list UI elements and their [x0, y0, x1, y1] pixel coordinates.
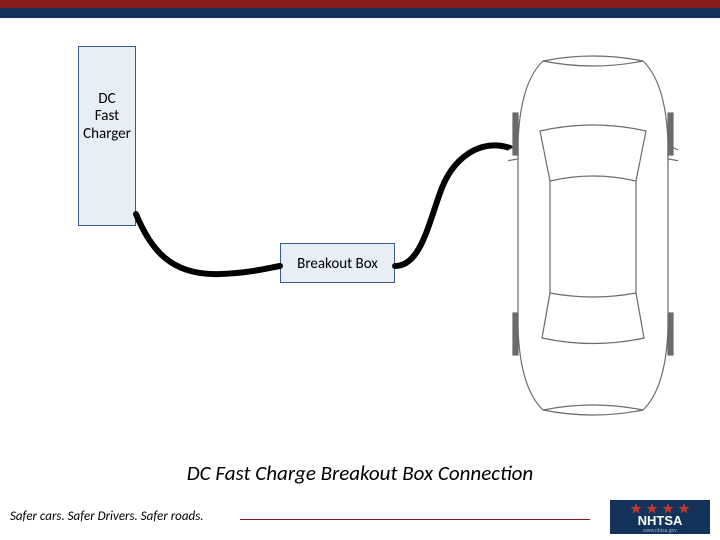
- dc-fast-charger-box: DC Fast Charger: [78, 46, 136, 226]
- nhtsa-logo: NHTSA www.nhtsa.gov: [610, 500, 710, 534]
- logo-text: NHTSA: [638, 513, 683, 528]
- charger-label-1: DC: [98, 90, 115, 108]
- charger-label-2: Fast: [95, 107, 119, 125]
- charger-label-3: Charger: [83, 125, 131, 143]
- breakout-label: Breakout Box: [297, 255, 378, 273]
- footer: Safer cars. Safer Drivers. Safer roads. …: [10, 500, 710, 534]
- diagram-area: DC Fast Charger Breakout Box: [0, 18, 720, 448]
- footer-rule: [240, 519, 590, 520]
- cable-right: [395, 145, 510, 266]
- header-stripe-bottom: [0, 8, 720, 18]
- header-stripe-top: [0, 0, 720, 8]
- header-bar: [0, 0, 720, 18]
- footer-tagline: Safer cars. Safer Drivers. Safer roads.: [10, 509, 204, 524]
- breakout-box: Breakout Box: [280, 243, 395, 283]
- diagram-caption: DC Fast Charge Breakout Box Connection: [0, 460, 720, 486]
- logo-subtext: www.nhtsa.gov: [643, 528, 677, 534]
- cable-left: [136, 214, 280, 274]
- car-icon: [508, 53, 678, 418]
